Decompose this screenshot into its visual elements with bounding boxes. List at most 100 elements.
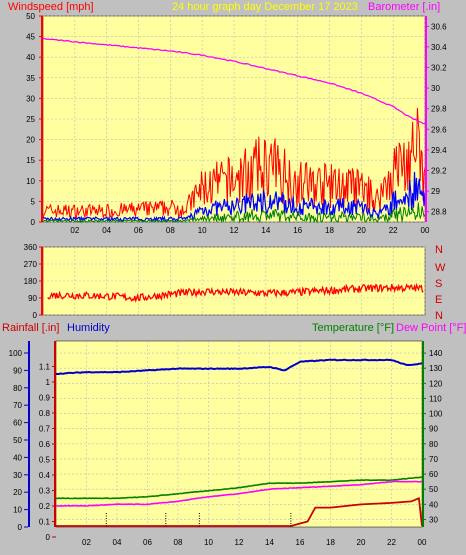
baro-y-tick: 29.8 xyxy=(431,105,447,114)
wind-x-tick: 10 xyxy=(198,226,207,235)
rh-x-tick: 20 xyxy=(357,538,366,547)
rain-y-tick: 0.5 xyxy=(39,456,51,465)
baro-y-tick: 29.6 xyxy=(431,125,447,134)
rh-x-tick: 12 xyxy=(235,538,244,547)
direction-axes: 360 270 180 90 0 xyxy=(24,243,43,320)
baro-y-tick: 29 xyxy=(431,187,440,196)
temp-y-tick: 50 xyxy=(429,485,438,494)
rh-x-tick: 16 xyxy=(296,538,305,547)
baro-y-tick: 30 xyxy=(431,84,440,93)
dewpoint-line xyxy=(55,480,423,507)
dir-label-n-top: N xyxy=(435,244,443,256)
barometer-label: Barometer [.in] xyxy=(368,1,440,13)
wind-plot-area xyxy=(42,15,426,223)
baro-y-tick: 29.4 xyxy=(431,146,447,155)
rain-y-tick: 0 xyxy=(46,533,51,542)
rain-y-tick: 0.8 xyxy=(39,409,51,418)
rh-x-tick: 06 xyxy=(143,538,152,547)
wind-x-tick: 00 xyxy=(421,226,430,235)
temperature-label: Temperature [°F] xyxy=(312,322,394,334)
humidity-y-tick: 10 xyxy=(13,506,22,515)
rh-x-tick: 08 xyxy=(174,538,183,547)
temp-y-tick: 130 xyxy=(429,364,443,373)
wind-x-tick: 06 xyxy=(134,226,143,235)
wind-y-tick: 40 xyxy=(26,53,35,62)
rain-y-tick: 0.3 xyxy=(39,487,51,496)
wind-avg-line xyxy=(42,171,426,224)
wind-y-tick: 30 xyxy=(26,94,35,103)
baro-y-tick: 30.2 xyxy=(431,64,447,73)
rain-y-tick: 0.7 xyxy=(39,425,51,434)
temp-y-tick: 40 xyxy=(429,500,438,509)
humidity-y-tick: 0 xyxy=(18,523,23,532)
direction-y-tick: 360 xyxy=(24,243,38,252)
windspeed-label: Windspeed [mph] xyxy=(8,1,94,13)
wind-series xyxy=(42,37,426,224)
rh-x-tick: 02 xyxy=(82,538,91,547)
direction-y-tick: 0 xyxy=(33,311,38,320)
direction-y-tick: 270 xyxy=(24,260,38,269)
humidity-y-tick: 80 xyxy=(13,384,22,393)
dir-label-n-bottom: N xyxy=(435,310,443,322)
temp-y-tick: 120 xyxy=(429,379,443,388)
temp-y-tick: 60 xyxy=(429,470,438,479)
wind-y-tick: 5 xyxy=(31,197,36,206)
wind-x-tick: 02 xyxy=(70,226,79,235)
rain-humidity-series xyxy=(55,358,423,527)
temp-y-tick: 70 xyxy=(429,455,438,464)
wind-x-tick: 08 xyxy=(166,226,175,235)
rh-x-tick: 10 xyxy=(204,538,213,547)
humidity-y-tick: 50 xyxy=(13,436,22,445)
rain-y-tick: 0.9 xyxy=(39,394,51,403)
rainfall-label: Rainfall [.in] xyxy=(2,322,59,334)
temp-y-tick: 110 xyxy=(429,394,442,403)
rh-x-tick: 04 xyxy=(113,538,122,547)
wind-x-tick: 16 xyxy=(293,226,302,235)
dir-label-s: S xyxy=(435,278,442,290)
wind-y-tick: 50 xyxy=(26,12,35,21)
wind-y-tick: 15 xyxy=(26,156,35,165)
direction-y-tick: 180 xyxy=(24,277,38,286)
rain-y-tick: 0.6 xyxy=(39,440,51,449)
rh-x-tick: 22 xyxy=(387,538,396,547)
rain-y-tick: 1.1 xyxy=(39,363,51,372)
temp-y-tick: 80 xyxy=(429,440,438,449)
wind-gust-line xyxy=(42,107,426,219)
baro-y-tick: 28.8 xyxy=(431,208,447,217)
rh-x-tick: 00 xyxy=(418,538,427,547)
wind-y-tick: 20 xyxy=(26,136,35,145)
rainfall-line xyxy=(56,497,423,527)
dir-label-e: E xyxy=(435,294,442,306)
humidity-y-tick: 70 xyxy=(13,401,22,410)
temp-y-tick: 90 xyxy=(429,425,438,434)
dir-label-w: W xyxy=(435,262,446,274)
humidity-y-tick: 20 xyxy=(13,488,22,497)
wind-x-tick: 14 xyxy=(261,226,270,235)
humidity-y-tick: 30 xyxy=(13,471,22,480)
wind-y-tick: 25 xyxy=(26,115,35,124)
barometer-line xyxy=(42,37,426,125)
chart-title: 24 hour graph day December 17 2023 xyxy=(172,1,358,13)
rain-y-tick: 0.4 xyxy=(39,471,51,480)
baro-y-tick: 30.6 xyxy=(431,22,447,31)
wind-x-tick: 20 xyxy=(357,226,366,235)
wind-axes: 02 04 06 08 10 12 14 16 18 20 22 000510152025303540… xyxy=(26,12,447,235)
dewpoint-label: Dew Point [°F] xyxy=(396,322,466,334)
wind-y-tick: 10 xyxy=(26,177,35,186)
wind-y-tick: 35 xyxy=(26,74,35,83)
temperature-line xyxy=(55,476,423,500)
humidity-y-tick: 60 xyxy=(13,419,22,428)
wind-y-tick: 45 xyxy=(26,33,35,42)
wind-y-tick: 0 xyxy=(31,218,36,227)
direction-grid xyxy=(43,246,426,316)
direction-y-tick: 90 xyxy=(28,294,37,303)
wind-x-tick: 22 xyxy=(389,226,398,235)
humidity-line xyxy=(55,358,423,376)
temp-y-tick: 100 xyxy=(429,410,443,419)
direction-series xyxy=(47,282,424,304)
rain-y-tick: 1 xyxy=(46,378,51,387)
temp-y-tick: 30 xyxy=(429,515,438,524)
wind-x-tick: 12 xyxy=(230,226,239,235)
rain-humidity-axes: 02 04 06 08 10 12 14 16 18 20 22 003040506070809010… xyxy=(9,341,443,547)
wind-low-line xyxy=(42,202,426,224)
